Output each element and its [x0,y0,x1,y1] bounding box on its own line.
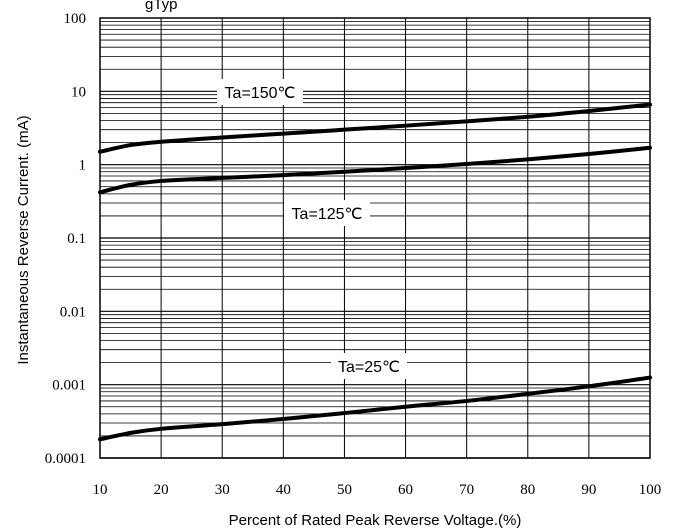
series-label-box [331,353,407,379]
plot-frame [99,17,651,459]
series-lines [98,102,652,442]
x-axis-title: Percent of Rated Peak Reverse Voltage.(%… [229,512,522,529]
series-label-box [284,200,370,226]
series-line-1 [98,102,652,154]
y-tick-label: 100 [64,11,87,27]
x-tick-label: 10 [93,482,108,498]
x-tick-label: 70 [459,482,474,498]
y-tick-label: 1 [79,158,87,174]
y-axis-title: Instantaneous Reverse Current. (mA) [15,115,32,364]
series-label-1: Ta=150℃ [225,85,296,102]
x-tick-label: 100 [639,482,662,498]
x-tick-label: 30 [215,482,230,498]
x-tick-label: 60 [398,482,413,498]
series-line-3 [98,375,652,442]
chart-title: gTyp [145,0,178,13]
series-label-box [217,79,303,105]
x-tick-label: 80 [520,482,535,498]
tick-labels: 10 20 30 40 50 60 70 80 90 100 0.0001 0.001 0.01 0.1 1… [45,11,662,498]
y-tick-label: 0.0001 [45,451,86,467]
series-label-3: Ta=25℃ [338,359,400,376]
series-labels: Ta=150℃ Ta=125℃ Ta=25℃ [217,79,407,379]
grid [99,18,651,459]
y-tick-label: 0.01 [60,304,86,320]
x-tick-label: 20 [154,482,169,498]
series-label-2: Ta=125℃ [292,206,363,223]
x-tick-label: 90 [581,482,596,498]
x-tick-label: 40 [276,482,291,498]
series-line-2 [98,145,652,195]
y-tick-label: 0.001 [52,378,86,394]
y-tick-label: 0.1 [67,231,86,247]
x-tick-label: 50 [337,482,352,498]
y-tick-label: 10 [71,84,86,100]
